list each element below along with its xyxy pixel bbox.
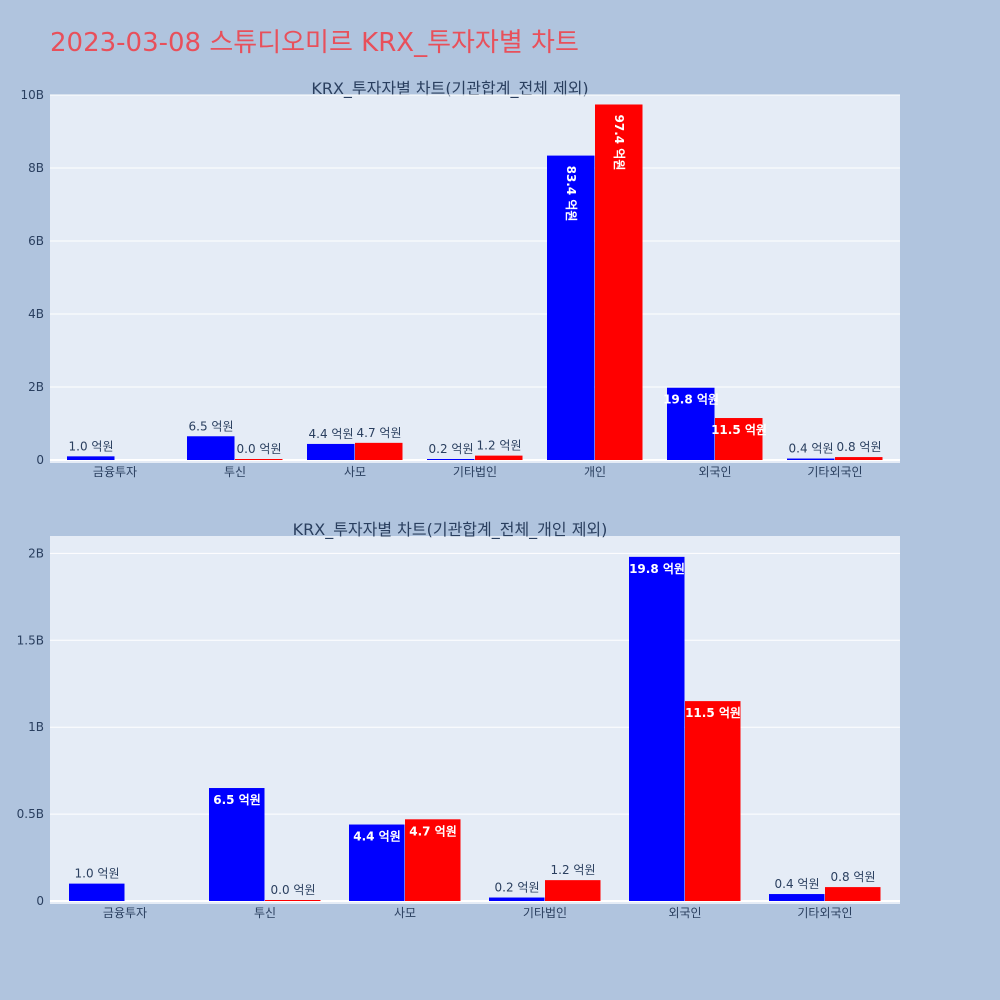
y-tick-label: 4B — [28, 307, 44, 321]
x-tick-label: 투신 — [254, 906, 276, 920]
data-label: 0.4 억원 — [775, 877, 820, 891]
x-tick-label: 금융투자 — [93, 465, 137, 479]
y-tick-label: 0 — [36, 453, 44, 467]
bar-series-1 — [69, 883, 125, 901]
data-label: 0.0 억원 — [271, 883, 316, 897]
data-label: 19.8 억원 — [629, 562, 685, 576]
data-label: 11.5 억원 — [711, 423, 767, 437]
x-tick-label: 기타외국인 — [807, 465, 862, 479]
bar-series-2 — [685, 701, 741, 901]
y-tick-label: 0 — [36, 894, 44, 908]
x-tick-label: 외국인 — [668, 906, 701, 920]
bar-series-2 — [715, 418, 763, 460]
x-tick-label: 기타법인 — [523, 906, 567, 920]
x-tick-label: 사모 — [344, 465, 366, 479]
data-label: 6.5 억원 — [213, 793, 261, 807]
data-label: 4.4 억원 — [309, 427, 354, 441]
data-label: 0.4 억원 — [789, 442, 834, 456]
bar-series-1 — [489, 897, 545, 901]
bar-series-2 — [545, 880, 601, 901]
data-label: 1.0 억원 — [75, 867, 120, 881]
page-title: 2023-03-08 스튜디오미르 KRX_투자자별 차트 — [50, 28, 579, 58]
chart-1: KRX_투자자별 차트(기관합계_전체 제외) 0 2B 4B 6B 8B 10B 금융투자 1… — [20, 79, 900, 479]
bar-series-1 — [187, 436, 235, 460]
bar-series-1 — [787, 458, 835, 460]
data-label: 4.7 억원 — [409, 824, 457, 838]
data-label: 11.5 억원 — [685, 706, 741, 720]
bar-series-1 — [667, 387, 715, 460]
bar-series-1 — [349, 824, 405, 901]
data-label: 1.2 억원 — [551, 863, 596, 877]
data-label: 4.4 억원 — [353, 830, 401, 844]
x-tick-label: 기타법인 — [453, 465, 497, 479]
bar-series-2 — [825, 887, 881, 901]
y-tick-label: 1.5B — [17, 633, 44, 647]
data-label: 1.2 억원 — [477, 439, 522, 453]
bar-series-1 — [209, 788, 265, 901]
data-label: 1.0 억원 — [69, 439, 114, 453]
data-label: 83.4 억원 — [564, 166, 578, 222]
bar-series-1 — [629, 556, 685, 901]
y-tick-label: 2B — [28, 380, 44, 394]
data-label: 0.2 억원 — [429, 442, 474, 456]
data-label: 97.4 억원 — [612, 114, 626, 170]
data-label: 0.8 억원 — [837, 440, 882, 454]
y-tick-label: 6B — [28, 234, 44, 248]
chart-title: KRX_투자자별 차트(기관합계_전체 제외) — [311, 79, 588, 99]
bar-series-2 — [235, 459, 283, 460]
bar-series-2 — [355, 442, 403, 460]
bar-series-1 — [427, 459, 475, 460]
x-tick-label: 사모 — [394, 906, 416, 920]
x-tick-label: 외국인 — [698, 465, 731, 479]
bar-series-2 — [405, 819, 461, 901]
plot-area — [50, 95, 900, 463]
y-tick-label: 1B — [28, 720, 44, 734]
data-label: 0.8 억원 — [831, 870, 876, 884]
bar-series-2 — [595, 104, 643, 461]
data-label: 19.8 억원 — [663, 393, 719, 407]
bar-series-2 — [835, 457, 883, 460]
x-tick-label: 기타외국인 — [797, 906, 852, 920]
data-label: 4.7 억원 — [357, 426, 402, 440]
bar-series-2 — [265, 900, 321, 901]
bar-series-1 — [67, 456, 115, 460]
chart-title: KRX_투자자별 차트(기관합계_전체_개인 제외) — [293, 520, 608, 540]
bar-series-1 — [769, 894, 825, 901]
y-tick-label: 2B — [28, 546, 44, 560]
bar-series-2 — [475, 455, 523, 460]
y-tick-label: 0.5B — [17, 807, 44, 821]
data-label: 0.0 억원 — [237, 442, 282, 456]
bar-series-1 — [547, 155, 595, 460]
data-label: 6.5 억원 — [189, 419, 234, 433]
bar-series-1 — [307, 443, 355, 460]
plot-area — [50, 536, 900, 904]
chart-2: KRX_투자자별 차트(기관합계_전체_개인 제외) 0 0.5B 1B 1.5B 2B 금… — [17, 520, 900, 920]
data-label: 0.2 억원 — [495, 881, 540, 895]
x-tick-label: 투신 — [224, 465, 246, 479]
x-tick-label: 금융투자 — [103, 906, 147, 920]
y-tick-label: 10B — [20, 88, 44, 102]
x-tick-label: 개인 — [584, 465, 606, 479]
y-tick-label: 8B — [28, 161, 44, 175]
